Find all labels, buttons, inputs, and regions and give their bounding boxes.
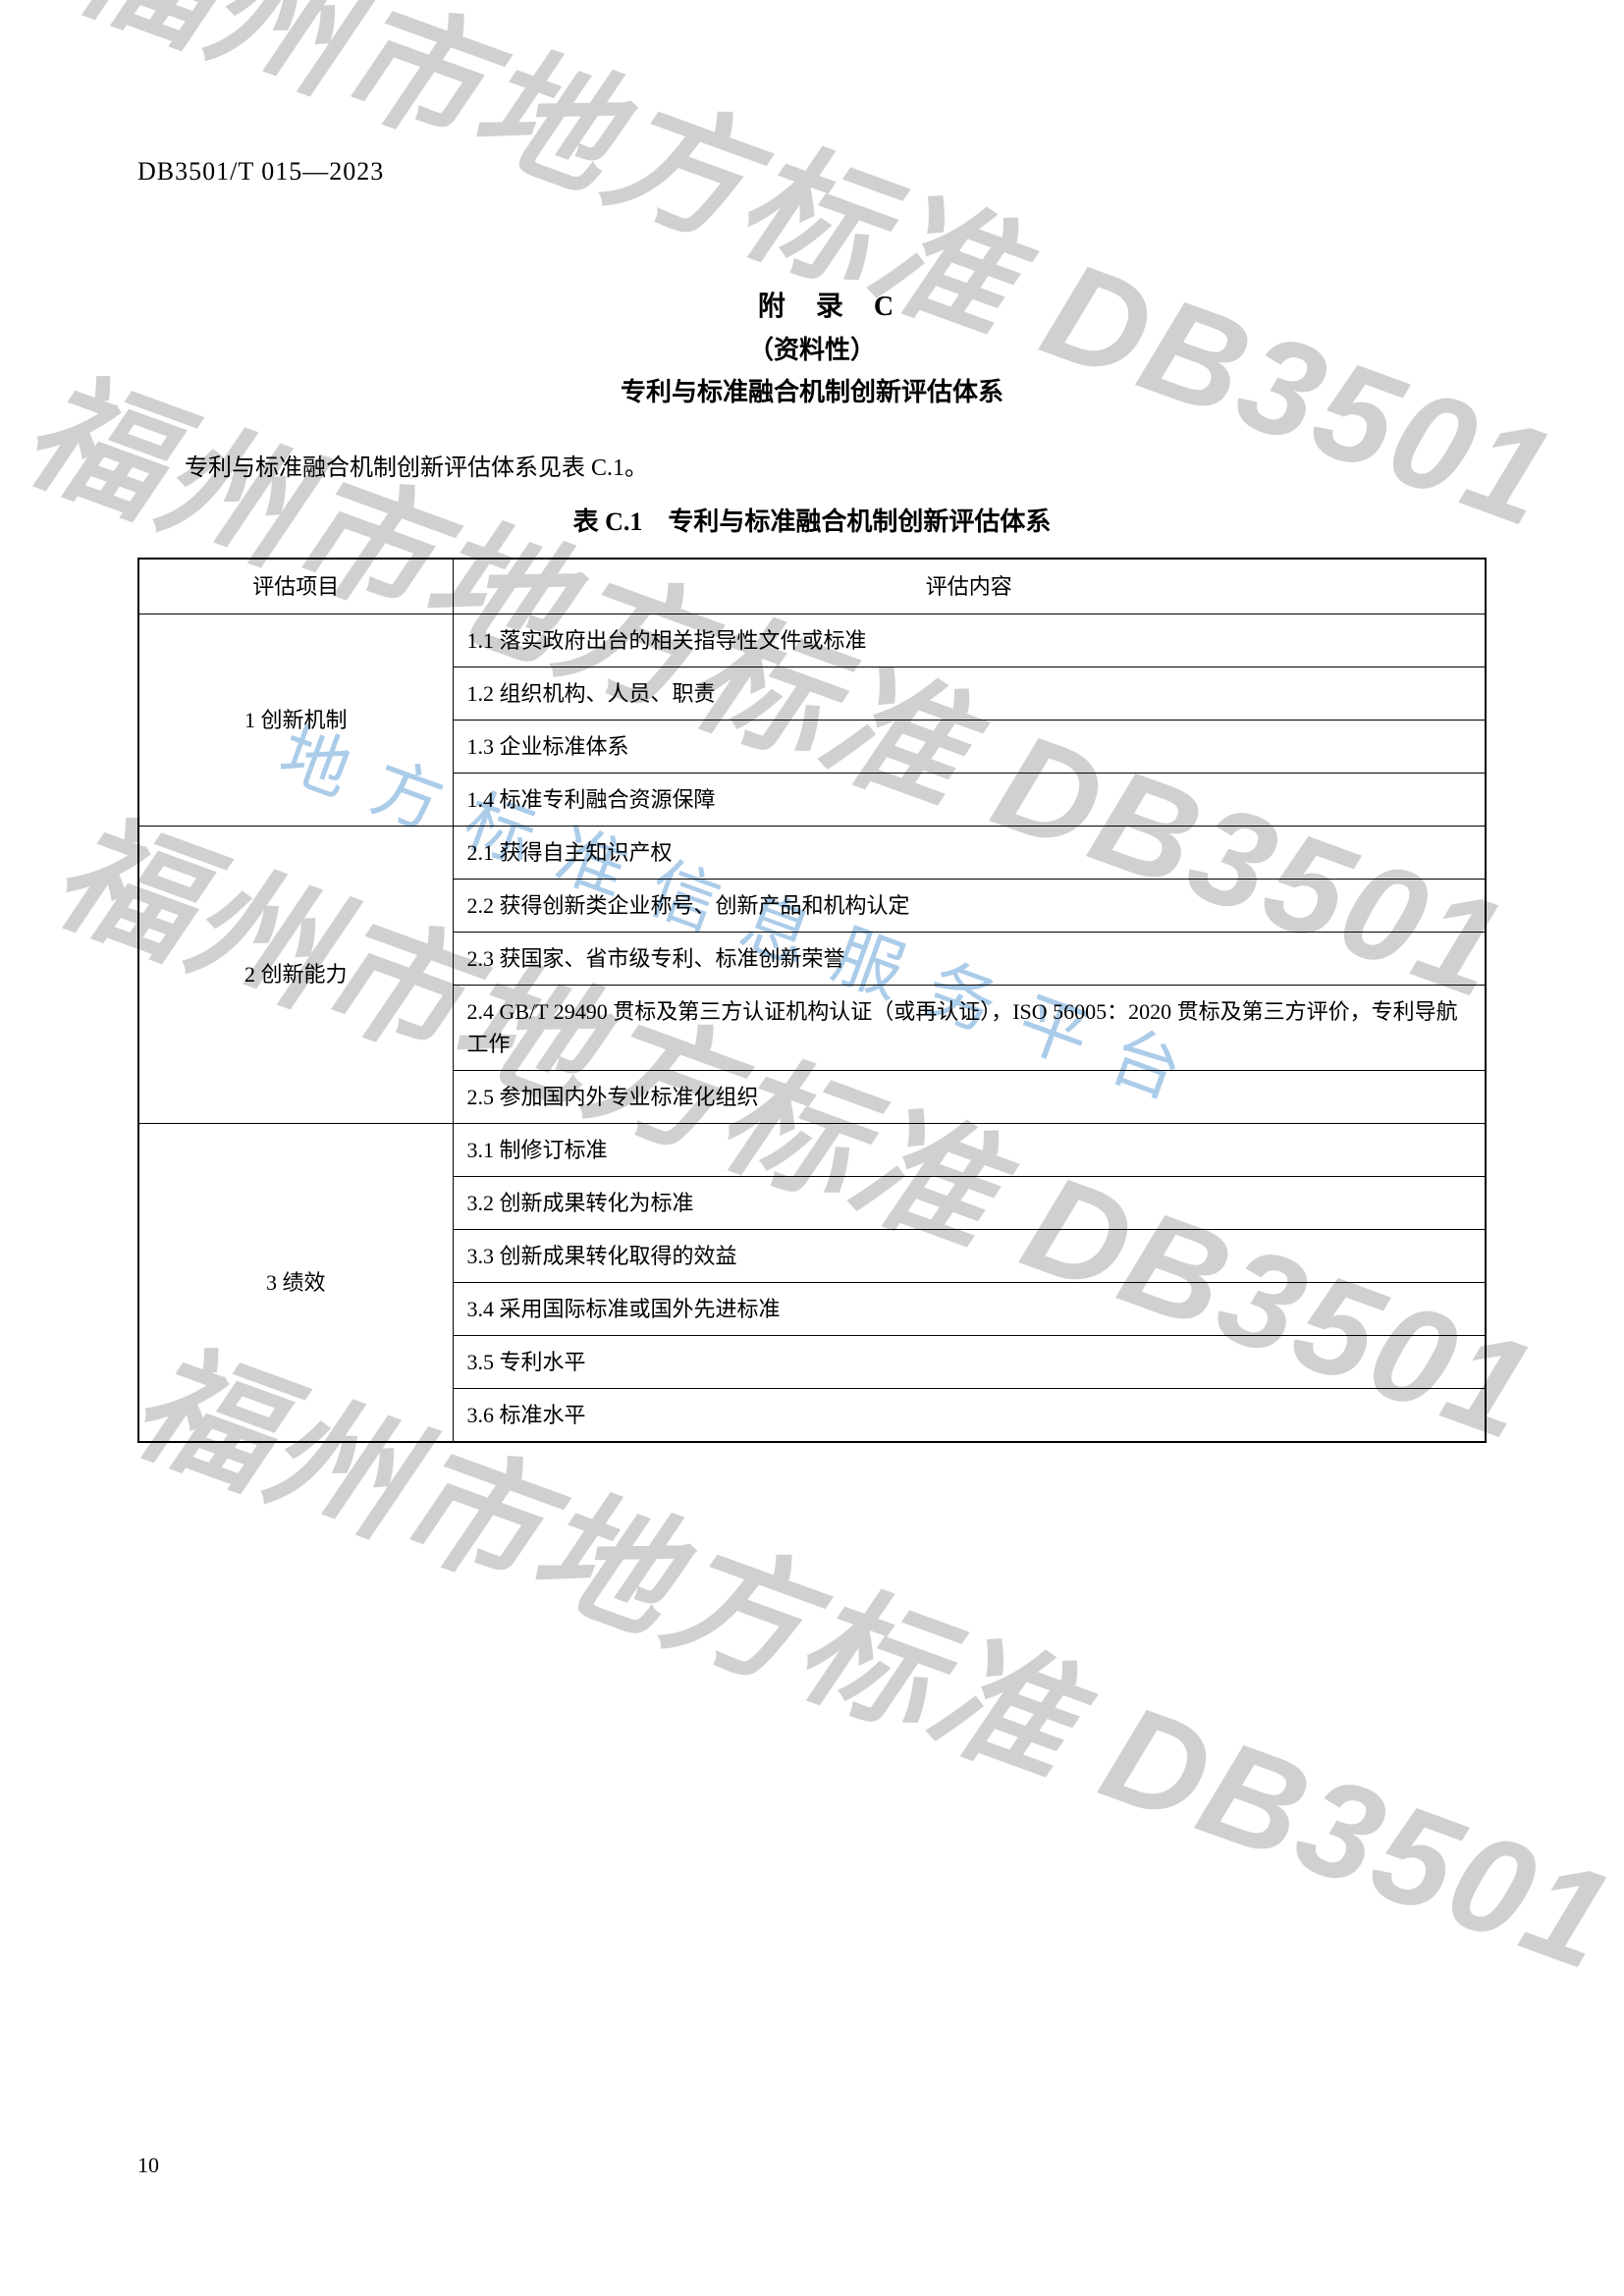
appendix-title: 专利与标准融合机制创新评估体系 xyxy=(137,372,1487,408)
content-cell: 3.4 采用国际标准或国外先进标准 xyxy=(453,1282,1486,1335)
content-cell: 3.2 创新成果转化为标准 xyxy=(453,1176,1486,1229)
table-header-content: 评估内容 xyxy=(453,559,1486,614)
category-cell: 1 创新机制 xyxy=(138,614,453,826)
table-row: 1 创新机制 1.1 落实政府出台的相关指导性文件或标准 xyxy=(138,614,1486,667)
content-cell: 3.3 创新成果转化取得的效益 xyxy=(453,1229,1486,1282)
category-cell: 3 绩效 xyxy=(138,1123,453,1442)
content-cell: 2.5 参加国内外专业标准化组织 xyxy=(453,1070,1486,1123)
table-row: 3 绩效 3.1 制修订标准 xyxy=(138,1123,1486,1176)
table-header-category: 评估项目 xyxy=(138,559,453,614)
content-cell: 3.1 制修订标准 xyxy=(453,1123,1486,1176)
appendix-label: 附 录 C xyxy=(177,285,1487,324)
content-cell: 3.6 标准水平 xyxy=(453,1388,1486,1442)
evaluation-table: 评估项目 评估内容 1 创新机制 1.1 落实政府出台的相关指导性文件或标准 1… xyxy=(137,558,1487,1443)
document-code: DB3501/T 015—2023 xyxy=(137,157,1487,187)
table-header-row: 评估项目 评估内容 xyxy=(138,559,1486,614)
category-cell: 2 创新能力 xyxy=(138,826,453,1123)
page-container: DB3501/T 015—2023 附 录 C （资料性） 专利与标准融合机制创… xyxy=(0,0,1624,1541)
intro-text: 专利与标准融合机制创新评估体系见表 C.1。 xyxy=(137,448,1487,482)
content-cell: 1.2 组织机构、人员、职责 xyxy=(453,667,1486,720)
table-caption: 表 C.1 专利与标准融合机制创新评估体系 xyxy=(137,502,1487,538)
appendix-type: （资料性） xyxy=(137,330,1487,366)
content-cell: 1.4 标准专利融合资源保障 xyxy=(453,773,1486,826)
content-cell: 2.4 GB/T 29490 贯标及第三方认证机构认证（或再认证），ISO 56… xyxy=(453,985,1486,1070)
page-number: 10 xyxy=(137,2153,159,2178)
table-row: 2 创新能力 2.1 获得自主知识产权 xyxy=(138,826,1486,879)
content-cell: 2.1 获得自主知识产权 xyxy=(453,826,1486,879)
content-cell: 2.3 获国家、省市级专利、标准创新荣誉 xyxy=(453,932,1486,985)
content-cell: 2.2 获得创新类企业称号、创新产品和机构认定 xyxy=(453,879,1486,932)
content-cell: 1.3 企业标准体系 xyxy=(453,720,1486,773)
content-cell: 1.1 落实政府出台的相关指导性文件或标准 xyxy=(453,614,1486,667)
content-cell: 3.5 专利水平 xyxy=(453,1335,1486,1388)
